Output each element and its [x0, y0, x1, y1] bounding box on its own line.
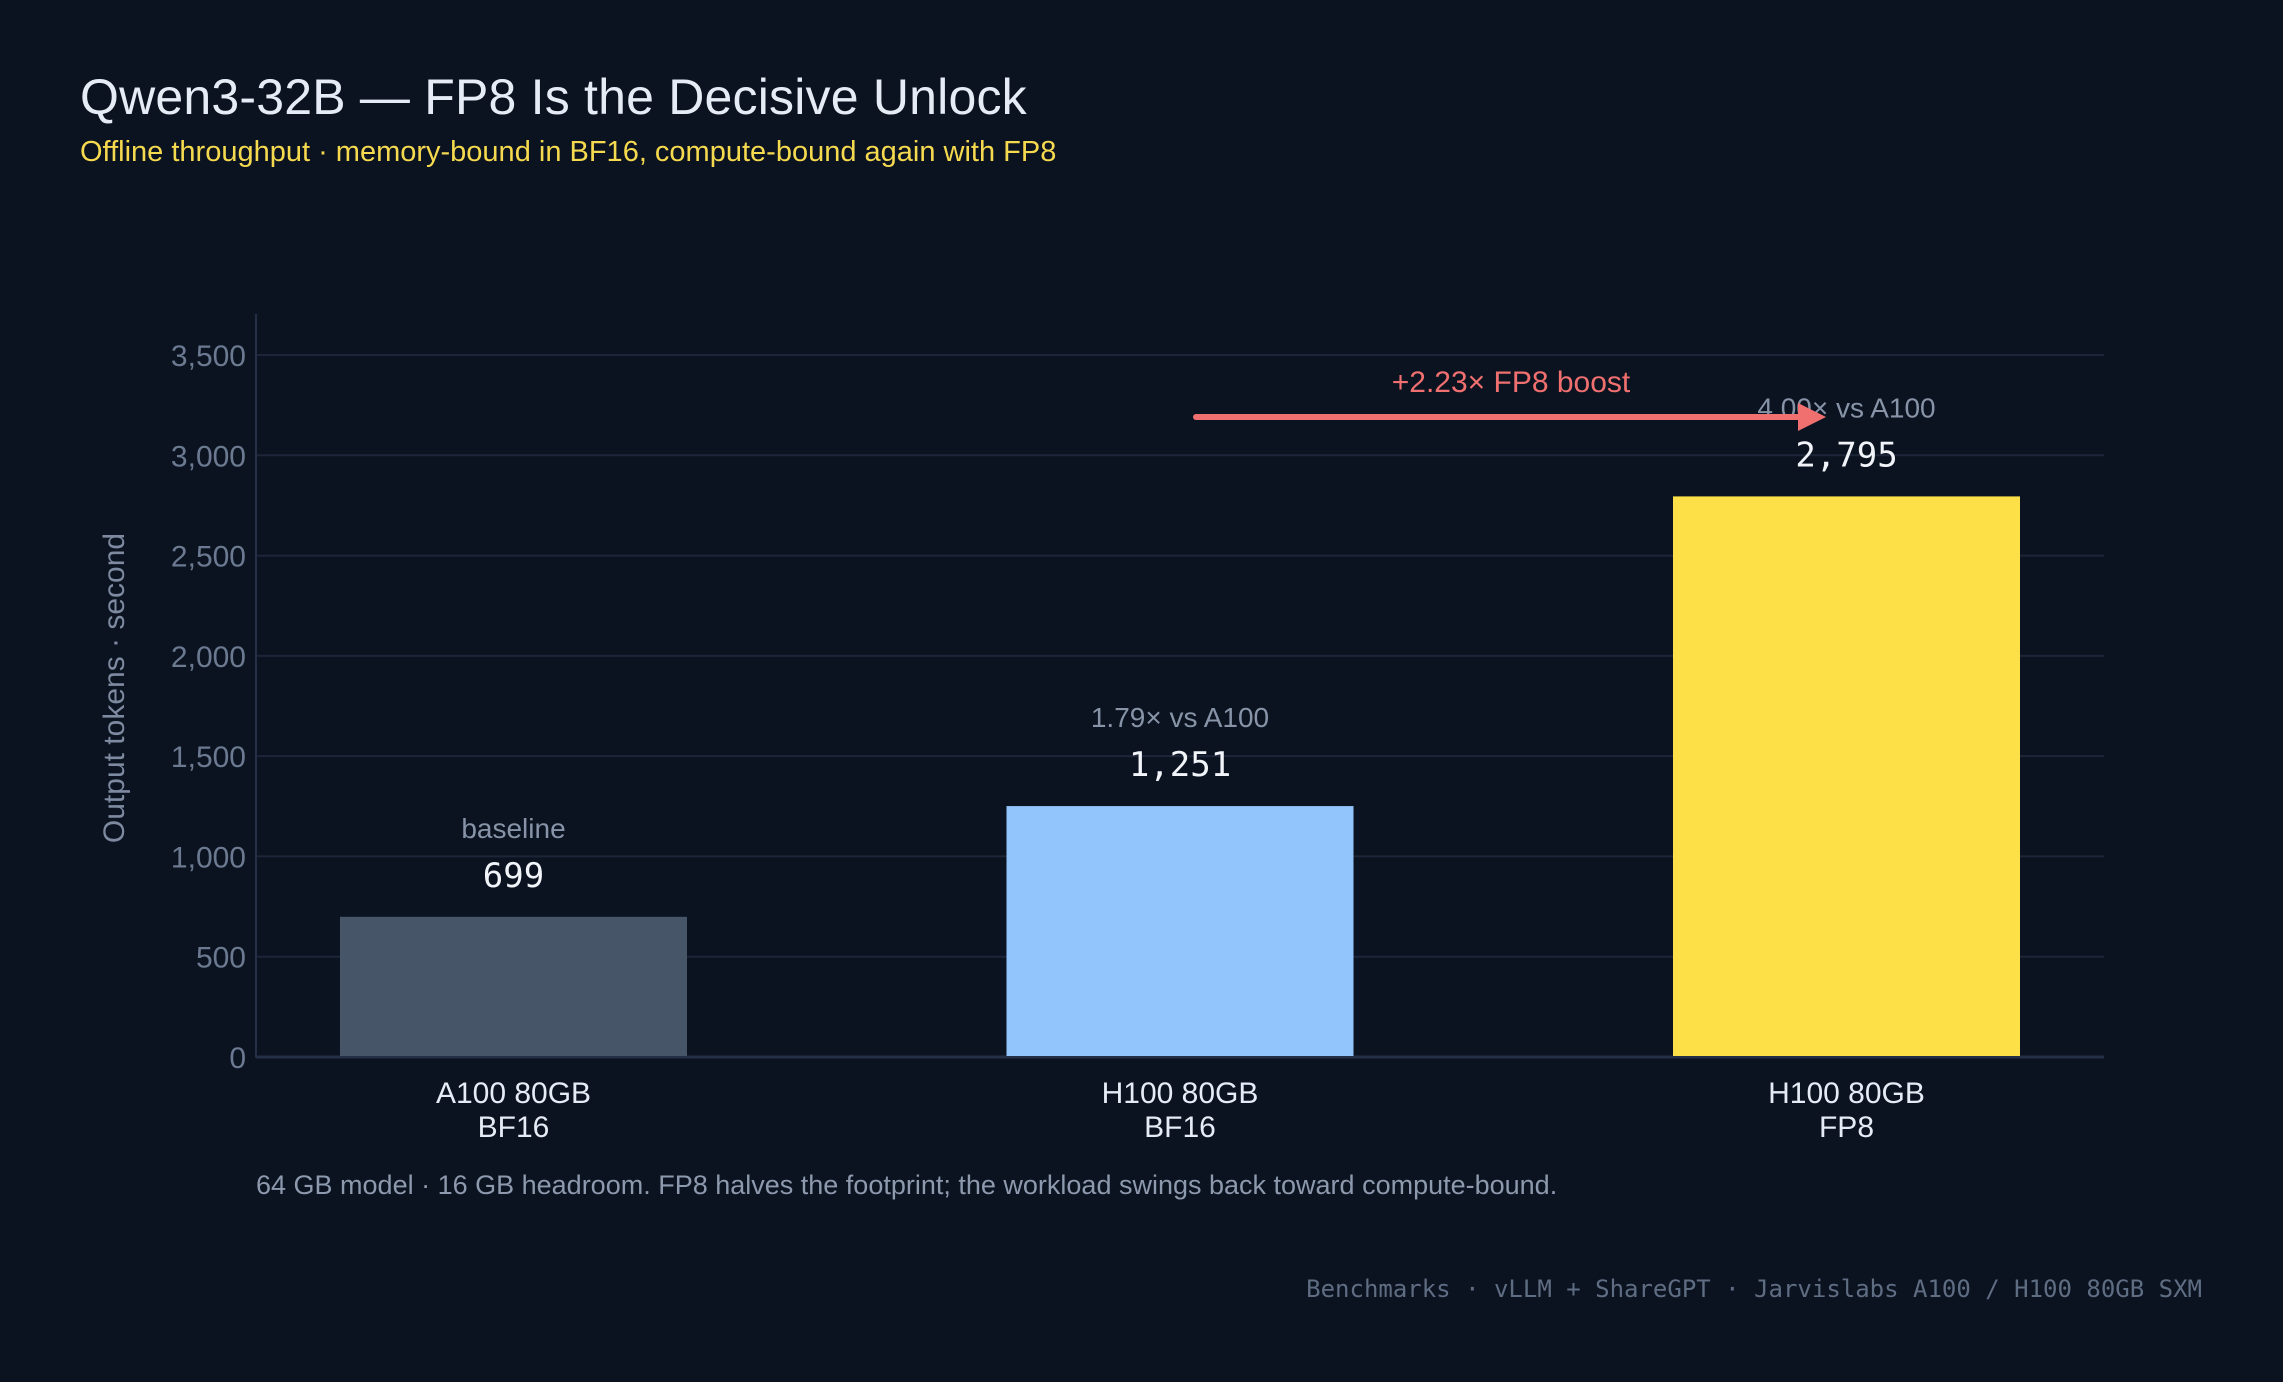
bar-note: baseline [461, 813, 565, 844]
bar [1673, 496, 2020, 1057]
category-label-sub: FP8 [1819, 1111, 1874, 1144]
y-tick-label: 3,500 [171, 340, 246, 373]
y-tick-labels: 0 500 1,000 1,500 2,000 2,500 3,000 3,500 [171, 340, 246, 1075]
y-tick-label: 0 [229, 1042, 246, 1075]
value-label: 2,795 [1795, 435, 1897, 475]
axes [255, 314, 2104, 1059]
bar [340, 916, 687, 1056]
y-tick-label: 2,500 [171, 541, 246, 574]
category-label: H100 80GB [1102, 1077, 1259, 1110]
boost-annotation: +2.23× FP8 boost [1392, 366, 1631, 399]
y-tick-label: 1,000 [171, 841, 246, 874]
footnote: 64 GB model · 16 GB headroom. FP8 halves… [256, 1170, 1558, 1200]
arrowhead-icon [1798, 403, 1826, 431]
category-label-sub: BF16 [478, 1111, 550, 1144]
y-tick-label: 500 [196, 942, 246, 975]
y-tick-label: 2,000 [171, 641, 246, 674]
y-tick-label: 1,500 [171, 741, 246, 774]
category-label-sub: BF16 [1144, 1111, 1216, 1144]
annotations: +2.23× FP8 boost [1193, 366, 1826, 431]
category-label: A100 80GB [436, 1077, 591, 1110]
y-axis-label: Output tokens · second [98, 533, 131, 843]
bar-note: 1.79× vs A100 [1091, 702, 1269, 733]
bar [1006, 806, 1354, 1056]
chart-title: Qwen3-32B — FP8 Is the Decisive Unlock [80, 69, 1027, 125]
bars [340, 496, 2020, 1057]
value-label: 1,251 [1129, 745, 1231, 785]
source-credits: Benchmarks · vLLM + ShareGPT · Jarvislab… [1306, 1275, 2202, 1303]
category-label: H100 80GB [1768, 1077, 1925, 1110]
chart-subtitle: Offline throughput · memory-bound in BF1… [80, 136, 1057, 168]
y-tick-label: 3,000 [171, 440, 246, 473]
value-label: 699 [483, 856, 544, 896]
